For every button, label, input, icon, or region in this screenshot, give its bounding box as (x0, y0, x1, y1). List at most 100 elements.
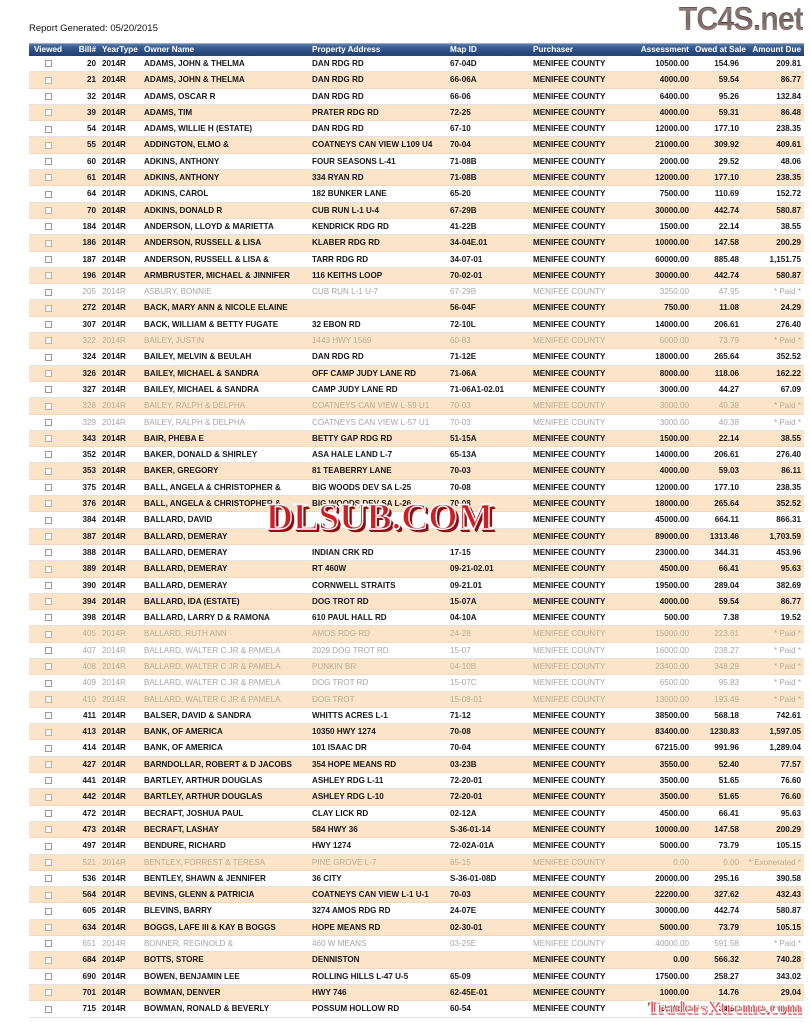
table-row[interactable]: 684 2014P BOTTS, STORE DENNISTON MENIFEE COU… (29, 951, 804, 969)
viewed-checkbox[interactable] (44, 875, 52, 883)
table-row[interactable]: 472 2014R BECRAFT, JOSHUA PAUL CLAY LICK RD… (29, 805, 804, 822)
viewed-checkbox[interactable] (44, 451, 52, 459)
viewed-checkbox[interactable] (44, 744, 52, 752)
table-row[interactable]: 186 2014R ANDERSON, RUSSELL & LISA KLABER R… (29, 234, 804, 252)
viewed-checkbox[interactable] (44, 304, 52, 312)
table-row[interactable]: 394 2014R BALLARD, IDA (ESTATE) DOG TROT RD… (29, 593, 804, 611)
viewed-checkbox[interactable] (44, 712, 52, 720)
viewed-checkbox[interactable] (44, 1005, 52, 1013)
table-row[interactable]: 414 2014R BANK, OF AMERICA 101 ISAAC DR 70-0… (29, 739, 804, 757)
table-row[interactable]: 205 2014R ASBURY, BONNIE CUB RUN L-1 U-7 67-… (29, 283, 804, 301)
table-row[interactable]: 408 2014R BALLARD, WALTER C JR & PAMELA PUN… (29, 658, 804, 676)
viewed-checkbox[interactable] (44, 272, 52, 280)
table-row[interactable]: 60 2014R ADKINS, ANTHONY FOUR SEASONS L-41 7… (29, 153, 804, 171)
table-row[interactable]: 375 2014R BALL, ANGELA & CHRISTOPHER & BIG … (29, 479, 804, 497)
table-row[interactable]: 54 2014R ADAMS, WILLIE H (ESTATE) DAN RDG R… (29, 120, 804, 138)
viewed-checkbox[interactable] (44, 695, 52, 703)
table-row[interactable]: 388 2014R BALLARD, DEMERAY INDIAN CRK RD 17-… (29, 544, 804, 562)
table-row[interactable]: 715 2014R BOWMAN, RONALD & BEVERLY POSSUM H… (29, 1000, 804, 1018)
viewed-checkbox[interactable] (44, 924, 52, 932)
viewed-checkbox[interactable] (44, 435, 52, 443)
viewed-checkbox[interactable] (44, 76, 52, 84)
viewed-checkbox[interactable] (44, 207, 52, 215)
viewed-checkbox[interactable] (44, 598, 52, 606)
viewed-checkbox[interactable] (44, 842, 52, 850)
table-row[interactable]: 634 2014R BOGGS, LAFE III & KAY B BOGGS HOP… (29, 919, 804, 937)
table-row[interactable]: 329 2014R BAILEY, RALPH & DELPHA COATNEYS C… (29, 414, 804, 431)
table-row[interactable]: 409 2014R BALLARD, WALTER C JR & PAMELA DOG… (29, 674, 804, 692)
viewed-checkbox[interactable] (44, 810, 52, 818)
viewed-checkbox[interactable] (44, 141, 52, 149)
table-row[interactable]: 352 2014R BAKER, DONALD & SHIRLEY ASA HALE … (29, 446, 804, 464)
viewed-checkbox[interactable] (44, 92, 52, 100)
table-row[interactable]: 32 2014R ADAMS, OSCAR R DAN RDG RD 66-06 MENI… (29, 88, 804, 105)
table-row[interactable]: 70 2014R ADKINS, DONALD R CUB RUN L-1 U-4 67… (29, 202, 804, 219)
table-row[interactable]: 21 2014R ADAMS, JOHN & THELMA DAN RDG RD 66-… (29, 71, 804, 89)
viewed-checkbox[interactable] (44, 337, 52, 345)
table-row[interactable]: 413 2014R BANK, OF AMERICA 10350 HWY 1274 70… (29, 723, 804, 741)
table-row[interactable]: 353 2014R BAKER, GREGORY 81 TEABERRY LANE 70… (29, 462, 804, 480)
viewed-checkbox[interactable] (44, 190, 52, 198)
viewed-checkbox[interactable] (44, 288, 52, 296)
column-header-map-id[interactable]: Map ID (447, 43, 530, 56)
table-row[interactable]: 605 2014R BLEVINS, BARRY 3274 AMOS RDG RD 24… (29, 902, 804, 920)
column-header-owed-at-sale[interactable]: Owed at Sale (692, 43, 746, 56)
column-header-amount-due[interactable]: Amount Due (742, 43, 804, 56)
table-row[interactable]: 322 2014R BAILEY, JUSTIN 1443 HWY 1569 60-83… (29, 332, 804, 350)
table-row[interactable]: 328 2014R BAILEY, RALPH & DELPHA COATNEYS C… (29, 397, 804, 415)
table-row[interactable]: 405 2014R BALLARD, RUTH ANN AMOS RDG RD 24-2… (29, 625, 804, 643)
viewed-checkbox[interactable] (44, 516, 52, 524)
table-row[interactable]: 536 2014R BENTLEY, SHAWN & JENNIFER 36 CITY… (29, 870, 804, 888)
viewed-checkbox[interactable] (44, 418, 52, 426)
viewed-checkbox[interactable] (44, 125, 52, 133)
table-row[interactable]: 307 2014R BACK, WILLIAM & BETTY FUGATE 32 E… (29, 316, 804, 334)
viewed-checkbox[interactable] (44, 940, 52, 948)
viewed-checkbox[interactable] (44, 793, 52, 801)
viewed-checkbox[interactable] (44, 158, 52, 166)
viewed-checkbox[interactable] (44, 60, 52, 68)
viewed-checkbox[interactable] (44, 826, 52, 834)
viewed-checkbox[interactable] (44, 467, 52, 475)
viewed-checkbox[interactable] (44, 532, 52, 540)
table-row[interactable]: 564 2014R BEVINS, GLENN & PATRICIA COATNEYS… (29, 886, 804, 904)
viewed-checkbox[interactable] (44, 581, 52, 589)
viewed-checkbox[interactable] (44, 402, 52, 410)
table-row[interactable]: 326 2014R BAILEY, MICHAEL & SANDRA OFF CAMP… (29, 365, 804, 382)
table-row[interactable]: 387 2014R BALLARD, DEMERAY MENIFEE COUNTY 89… (29, 528, 804, 545)
viewed-checkbox[interactable] (44, 858, 52, 866)
table-row[interactable]: 473 2014R BECRAFT, LASHAY 584 HWY 36 S-36-01… (29, 821, 804, 839)
column-header-bill[interactable]: Bill# (67, 43, 99, 56)
viewed-checkbox[interactable] (44, 989, 52, 997)
table-row[interactable]: 376 2014R BALL, ANGELA & CHRISTOPHER & BIG … (29, 495, 804, 513)
viewed-checkbox[interactable] (44, 614, 52, 622)
viewed-checkbox[interactable] (44, 353, 52, 361)
viewed-checkbox[interactable] (44, 255, 52, 263)
table-row[interactable]: 390 2014R BALLARD, DEMERAY CORNWELL STRAITS… (29, 577, 804, 594)
table-row[interactable]: 701 2014R BOWMAN, DENVER HWY 746 62-45E-01 ME… (29, 984, 804, 1002)
table-row[interactable]: 398 2014R BALLARD, LARRY D & RAMONA 610 PAU… (29, 609, 804, 627)
column-header-assessment[interactable]: Assessment (629, 43, 692, 56)
table-row[interactable]: 442 2014R BARTLEY, ARTHUR DOUGLAS ASHLEY RD… (29, 788, 804, 806)
viewed-checkbox[interactable] (44, 109, 52, 117)
viewed-checkbox[interactable] (44, 777, 52, 785)
table-row[interactable]: 521 2014R BENTLEY, FORREST & TERESA PINE GR… (29, 854, 804, 871)
viewed-checkbox[interactable] (44, 663, 52, 671)
table-row[interactable]: 39 2014R ADAMS, TIM PRATER RDG RD 72-25 MENIF… (29, 104, 804, 122)
table-row[interactable]: 196 2014R ARMBRUSTER, MICHAEL & JINNIFER 11… (29, 267, 804, 285)
table-row[interactable]: 410 2014R BALLARD, WALTER C JR & PAMELA DOG… (29, 691, 804, 708)
table-row[interactable]: 651 2014R BONNER, REGINOLD & 460 W MEANS 03-… (29, 935, 804, 953)
table-row[interactable]: 272 2014R BACK, MARY ANN & NICOLE ELAINE 56… (29, 299, 804, 317)
column-header-yeartype[interactable]: YearType (99, 43, 141, 56)
column-header-viewed[interactable]: Viewed (29, 43, 67, 56)
table-row[interactable]: 690 2014R BOWEN, BENJAMIN LEE ROLLING HILLS… (29, 968, 804, 985)
viewed-checkbox[interactable] (44, 500, 52, 508)
table-row[interactable]: 187 2014R ANDERSON, RUSSELL & LISA & TARR R… (29, 251, 804, 268)
viewed-checkbox[interactable] (44, 761, 52, 769)
column-header-purchaser[interactable]: Purchaser (530, 43, 629, 56)
table-row[interactable]: 324 2014R BAILEY, MELVIN & BEULAH DAN RDG R… (29, 348, 804, 366)
table-row[interactable]: 55 2014R ADDINGTON, ELMO & COATNEYS CAN VIE… (29, 136, 804, 154)
table-row[interactable]: 389 2014R BALLARD, DEMERAY RT 460W 09-21-02.… (29, 560, 804, 578)
table-row[interactable]: 384 2014R BALLARD, DAVID MENIFEE COUNTY 4500… (29, 511, 804, 529)
table-row[interactable]: 497 2014R BENDURE, RICHARD HWY 1274 72-02A-0… (29, 837, 804, 855)
viewed-checkbox[interactable] (44, 386, 52, 394)
